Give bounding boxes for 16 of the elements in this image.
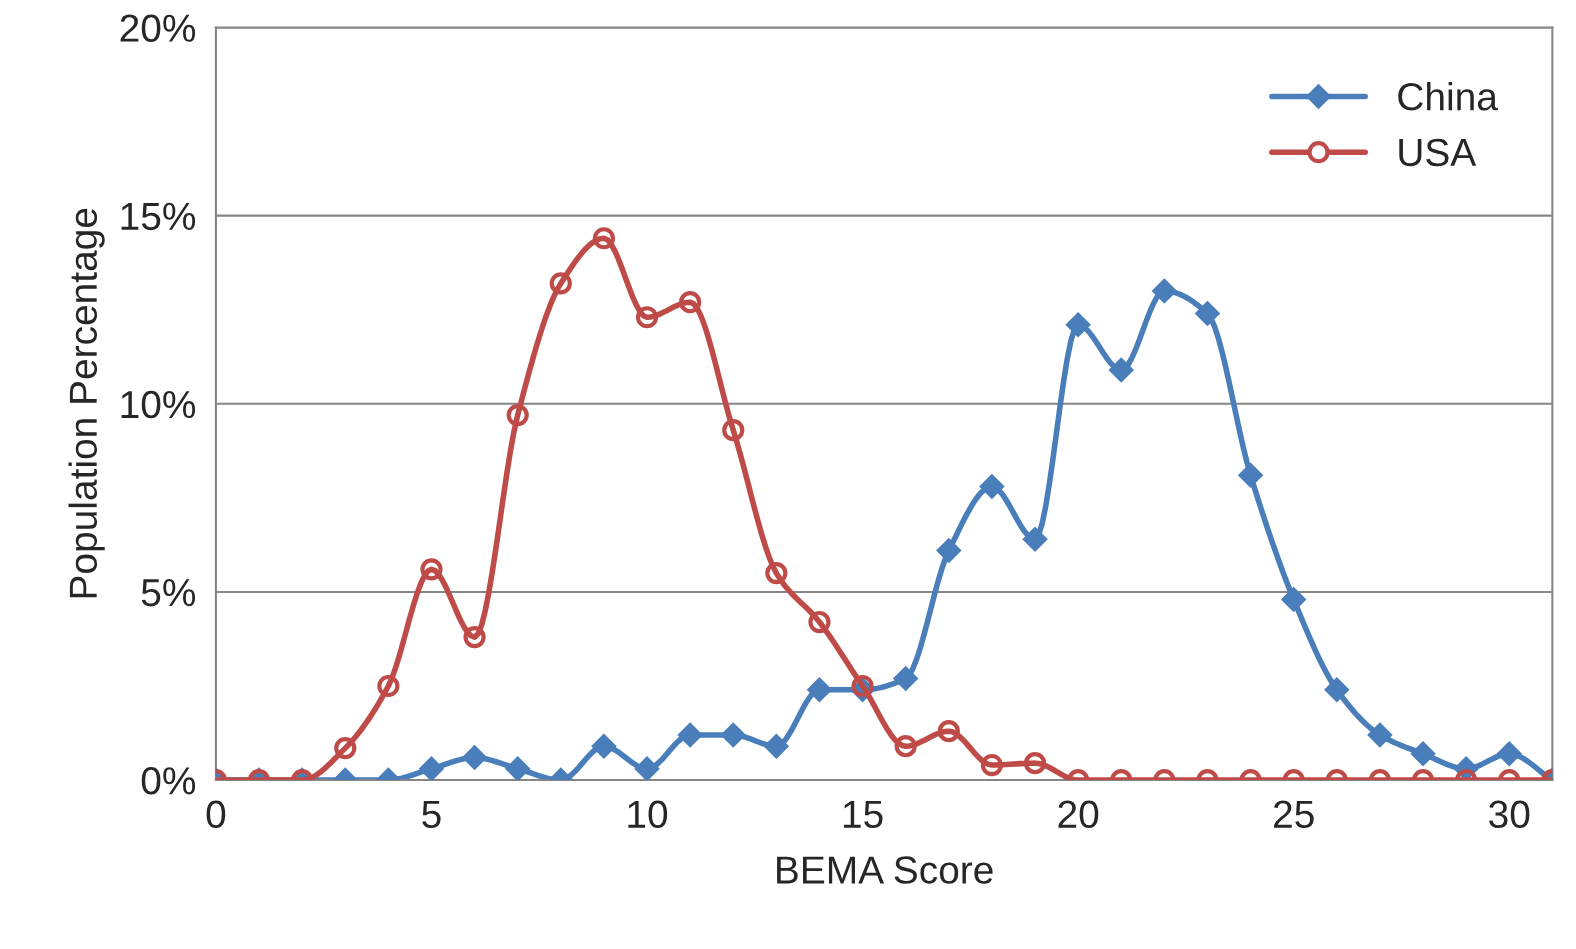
y-tick-label: 0% xyxy=(141,767,196,795)
x-tick-label: 15 xyxy=(843,800,883,829)
y-tick-label: 10% xyxy=(121,390,196,419)
legend-label: China xyxy=(1398,81,1498,111)
x-tick-label: 25 xyxy=(1274,800,1314,829)
x-tick-label: 20 xyxy=(1058,800,1099,829)
x-tick-label: 10 xyxy=(628,800,668,829)
x-tick-label: 0 xyxy=(206,800,226,829)
legend-label: USA xyxy=(1399,138,1477,167)
y-tick-label: 20% xyxy=(120,14,196,42)
x-tick-label: 30 xyxy=(1489,800,1530,829)
y-tick-label: 15% xyxy=(121,202,196,231)
x-tick-label: 5 xyxy=(422,800,441,829)
y-tick-label: 5% xyxy=(141,579,196,607)
y-axis-title: Population Percentage xyxy=(68,208,105,598)
x-axis-title: BEMA Score xyxy=(777,856,993,884)
